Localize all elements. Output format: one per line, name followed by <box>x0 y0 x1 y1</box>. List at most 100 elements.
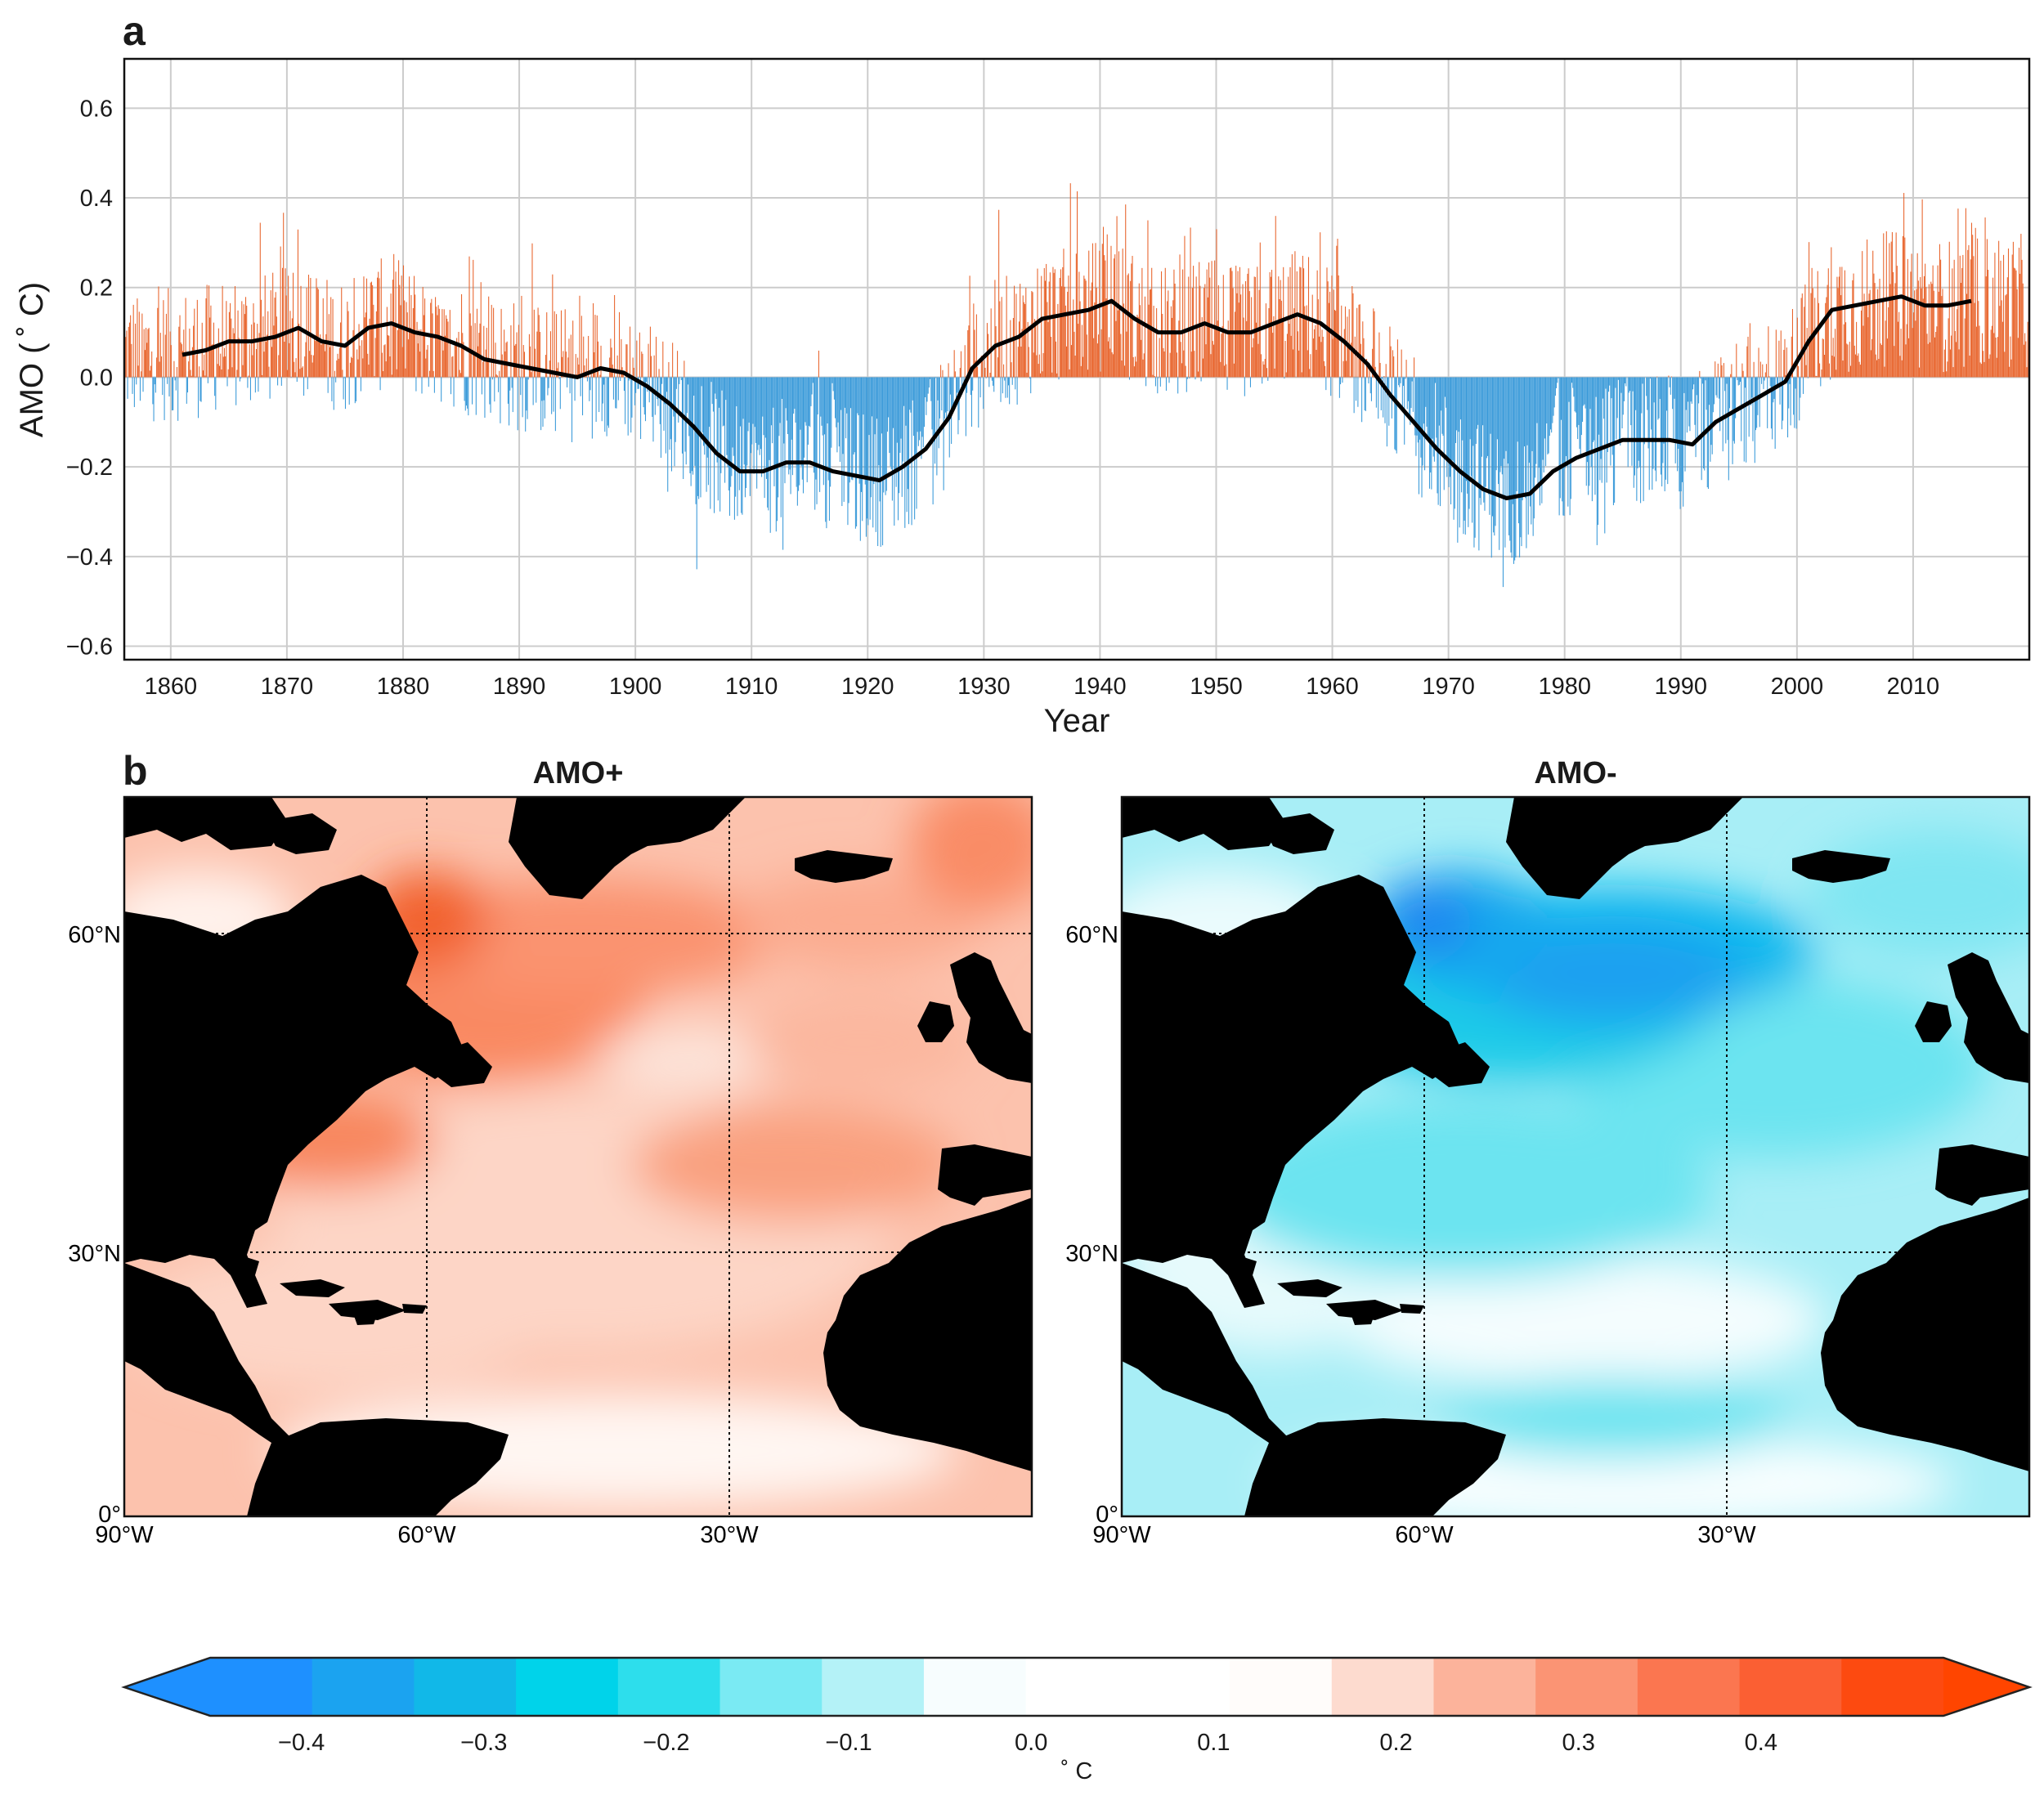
amo-bar <box>1893 271 1894 378</box>
amo-bar <box>1457 377 1459 543</box>
colorbar-tick-label: −0.3 <box>460 1730 507 1756</box>
amo-bar <box>635 377 637 393</box>
amo-bar <box>869 377 871 520</box>
amo-bar <box>1070 345 1072 378</box>
amo-bar <box>716 377 718 463</box>
amo-bar <box>702 377 705 446</box>
amo-bar <box>1272 333 1274 378</box>
amo-bar <box>2024 333 2026 378</box>
amo-bar <box>1089 310 1091 378</box>
amo-bar <box>607 377 608 426</box>
amo-bar <box>1778 340 1780 378</box>
amo-bar <box>1611 377 1612 399</box>
amo-bar <box>843 377 845 502</box>
amo-bar <box>944 377 945 419</box>
amo-bar <box>1048 281 1050 378</box>
amo-bar <box>1603 377 1605 419</box>
amo-bar <box>617 377 619 401</box>
amo-bar <box>2020 234 2022 378</box>
amo-bar <box>1137 316 1139 378</box>
amo-bar <box>1798 365 1800 378</box>
amo-bar <box>1932 265 1934 378</box>
amo-bar <box>1213 344 1215 378</box>
amo-bar <box>1849 365 1852 378</box>
amo-bar <box>1310 354 1311 378</box>
amo-bar <box>670 377 672 472</box>
amo-bar <box>1536 377 1538 423</box>
amo-bar <box>1012 317 1014 378</box>
amo-bar <box>1145 377 1147 387</box>
amo-bar <box>305 342 307 378</box>
amo-bar <box>1473 377 1475 548</box>
amo-bar <box>795 377 796 423</box>
amo-bar <box>1400 377 1401 383</box>
amo-bar <box>1818 302 1819 378</box>
amo-bar <box>1793 377 1795 415</box>
amo-bar <box>1712 377 1714 413</box>
amo-bar <box>1599 377 1601 481</box>
map-frame <box>123 795 1033 1518</box>
amo-bar <box>1791 309 1793 378</box>
amo-bar <box>1670 377 1671 395</box>
amo-bar <box>1585 377 1586 409</box>
amo-bar <box>896 377 898 443</box>
amo-bar <box>1947 361 1948 378</box>
amo-bar <box>317 289 319 378</box>
amo-bar <box>1216 229 1217 378</box>
amo-bar <box>1181 363 1182 378</box>
amo-bar <box>335 377 337 383</box>
amo-bar <box>1884 366 1885 378</box>
amo-bar <box>1801 293 1803 378</box>
amo-bar <box>1635 377 1637 410</box>
amo-bar <box>1937 265 1939 378</box>
amo-bar <box>859 377 861 541</box>
amo-bar <box>1910 271 1912 378</box>
amo-bar <box>1699 370 1701 378</box>
panel-label-a: a <box>123 8 146 54</box>
amo-bar <box>1814 298 1816 378</box>
amo-bar <box>389 356 391 378</box>
amo-bar <box>1105 298 1107 378</box>
amo-bar <box>741 377 742 513</box>
amo-bar <box>886 377 889 432</box>
amo-bar <box>540 377 542 431</box>
amo-bar <box>764 377 765 499</box>
amo-bar <box>1299 266 1301 378</box>
amo-bar <box>1249 377 1251 387</box>
amo-bar <box>178 326 180 378</box>
amo-bar <box>1073 299 1074 378</box>
amo-bar <box>432 313 433 378</box>
amo-bar <box>195 355 197 378</box>
amo-bar <box>196 299 198 378</box>
amo-bar <box>1967 249 1969 378</box>
amo-bar <box>661 377 663 384</box>
amo-bar <box>262 316 264 378</box>
amo-bar <box>1379 363 1381 378</box>
amo-bar <box>1688 377 1690 427</box>
amo-bar <box>1010 320 1011 378</box>
amo-bar <box>320 344 322 378</box>
amo-bar <box>876 377 877 419</box>
amo-bar <box>1659 377 1661 400</box>
amo-bar <box>1946 371 1948 378</box>
amo-bar <box>793 377 795 414</box>
amo-bar <box>2012 241 2014 378</box>
amo-bar <box>137 365 139 378</box>
amo-bar <box>219 365 221 378</box>
amo-bar <box>769 377 770 460</box>
amo-bar <box>1611 377 1613 455</box>
amo-bar <box>1879 278 1880 378</box>
amo-bar <box>1217 320 1218 378</box>
amo-bar <box>175 377 177 391</box>
amo-bar <box>1791 336 1792 378</box>
amo-bar <box>1977 238 1979 378</box>
amo-bar <box>1621 377 1623 429</box>
amo-bar <box>1447 377 1449 459</box>
amo-bar <box>805 377 807 426</box>
amo-bar <box>467 377 468 409</box>
amo-bar <box>819 377 821 492</box>
amo-bar <box>410 294 412 378</box>
amo-bar <box>1799 377 1800 421</box>
amo-bar <box>1484 377 1486 511</box>
amo-bar <box>556 314 558 378</box>
